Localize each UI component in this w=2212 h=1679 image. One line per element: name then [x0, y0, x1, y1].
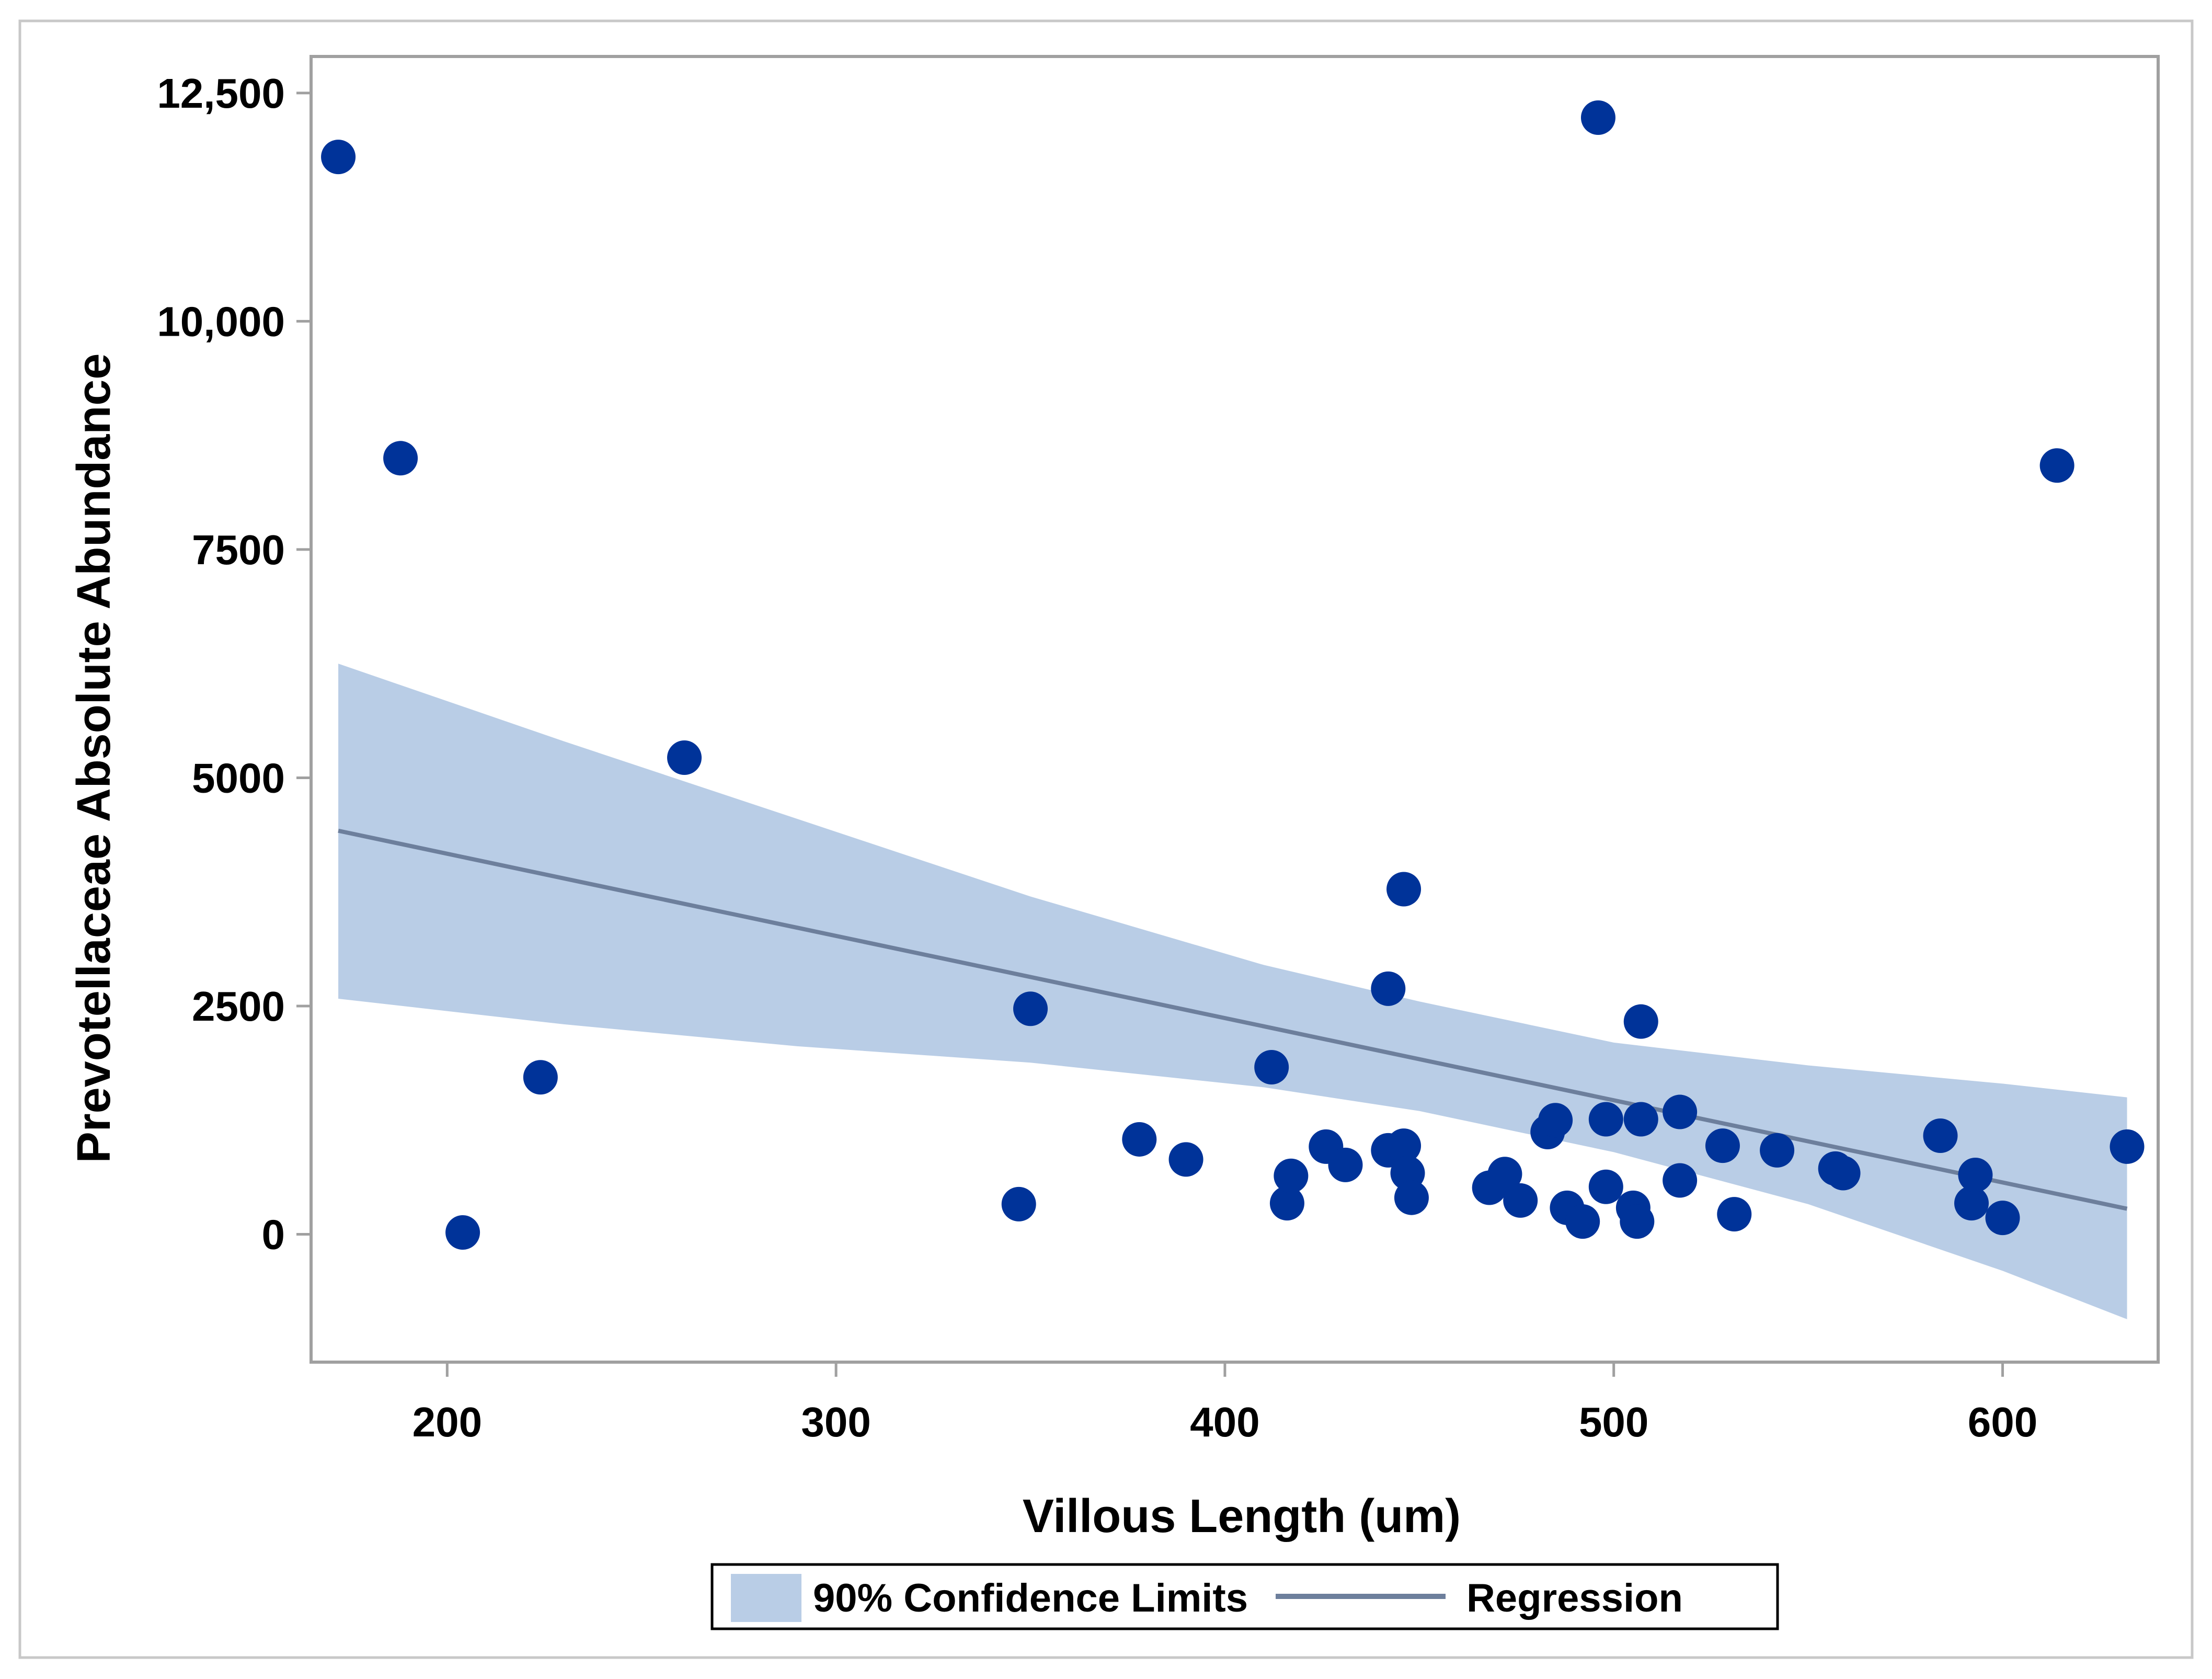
data-point [1705, 1128, 1740, 1163]
x-axis-title: Villous Length (um) [1023, 1490, 1461, 1543]
x-axis: 200 300 400 500 600 [412, 1362, 2037, 1445]
data-point [1013, 991, 1048, 1026]
data-point [1588, 1169, 1623, 1204]
data-point [1958, 1158, 1993, 1193]
data-point [1826, 1156, 1861, 1191]
data-point [1001, 1186, 1036, 1221]
confidence-band [338, 664, 2127, 1319]
regression-layer [338, 828, 2128, 1211]
data-point [1386, 872, 1422, 907]
y-tick-label: 5000 [192, 755, 285, 801]
y-tick-label: 7500 [192, 527, 285, 573]
regression-line [338, 828, 2128, 1211]
data-points [321, 100, 2145, 1250]
data-point [1168, 1142, 1204, 1177]
data-point [1487, 1157, 1522, 1192]
data-point [1623, 1004, 1658, 1039]
legend-band-swatch [731, 1574, 801, 1622]
y-axis-title: Prevotellaceae Absolute Abundance [68, 353, 120, 1163]
data-point [1663, 1163, 1698, 1198]
y-tick-label: 2500 [192, 983, 285, 1030]
data-point [1371, 971, 1406, 1006]
data-point [1386, 1128, 1422, 1163]
y-tick-label: 12,500 [157, 70, 285, 117]
data-point [445, 1215, 480, 1250]
data-point [1254, 1049, 1289, 1084]
data-point [1328, 1147, 1363, 1182]
confidence-band-layer [338, 664, 2127, 1319]
data-point [523, 1060, 558, 1095]
legend: 90% Confidence Limits Regression [710, 1563, 1779, 1630]
data-point [1394, 1180, 1429, 1215]
data-point [667, 740, 702, 775]
x-tick-label: 300 [801, 1399, 870, 1445]
data-point [383, 441, 418, 476]
data-point [1565, 1204, 1600, 1239]
data-point [1985, 1201, 2020, 1236]
data-point [2110, 1129, 2145, 1164]
y-axis: 0 2500 5000 7500 10,000 12,500 [157, 70, 311, 1258]
data-point [1923, 1118, 1958, 1153]
data-point [1580, 100, 1615, 135]
y-tick-label: 0 [262, 1212, 285, 1258]
data-point [1760, 1133, 1795, 1168]
data-point [1274, 1158, 1309, 1193]
data-point [1538, 1103, 1573, 1138]
y-tick-label: 10,000 [157, 298, 285, 345]
data-point [1122, 1122, 1157, 1157]
legend-box [710, 1563, 1779, 1630]
data-point [1717, 1197, 1752, 1232]
data-point [1620, 1204, 1655, 1239]
x-tick-label: 400 [1190, 1399, 1259, 1445]
data-point [1623, 1102, 1658, 1137]
legend-regression-label: Regression [1466, 1576, 1683, 1620]
data-point [1954, 1186, 1989, 1221]
data-point [1588, 1102, 1623, 1137]
x-tick-label: 200 [412, 1399, 482, 1445]
x-tick-label: 500 [1579, 1399, 1648, 1445]
x-tick-label: 600 [1968, 1399, 2037, 1445]
data-point [2039, 448, 2075, 483]
data-point [321, 140, 356, 175]
data-point [1503, 1183, 1538, 1218]
data-point [1663, 1094, 1698, 1129]
plot-frame [310, 55, 2160, 1364]
data-point [1269, 1186, 1304, 1221]
legend-band-label: 90% Confidence Limits [813, 1576, 1248, 1620]
